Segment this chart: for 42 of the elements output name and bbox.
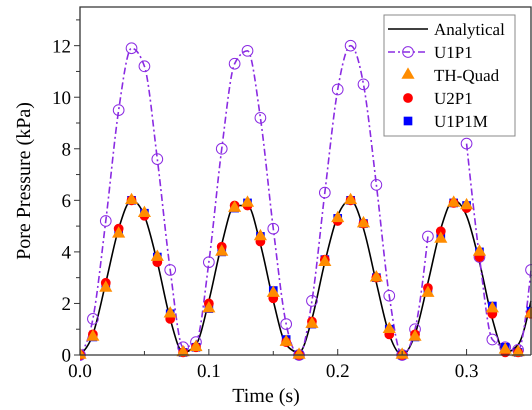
point bbox=[228, 58, 240, 70]
point bbox=[164, 264, 176, 276]
legend-label: Analytical bbox=[434, 20, 506, 39]
point bbox=[280, 318, 292, 330]
point bbox=[460, 138, 472, 150]
point bbox=[87, 313, 99, 325]
x-tick-label: 0.1 bbox=[196, 361, 221, 382]
point bbox=[216, 142, 228, 155]
legend-label: U1P1 bbox=[434, 42, 473, 62]
point bbox=[138, 60, 150, 72]
x-tick-label: 0.3 bbox=[454, 361, 478, 382]
legend-label: TH-Quad bbox=[434, 66, 500, 85]
point bbox=[383, 290, 396, 302]
point bbox=[318, 186, 331, 198]
y-tick-label: 10 bbox=[52, 88, 71, 109]
point bbox=[267, 222, 280, 235]
y-tick-label: 12 bbox=[52, 36, 71, 58]
point bbox=[306, 295, 318, 307]
y-tick-label: 2 bbox=[62, 294, 71, 316]
point bbox=[151, 153, 164, 165]
x-tick-label: 0.2 bbox=[326, 361, 350, 382]
y-tick-label: 0 bbox=[62, 346, 71, 367]
x-axis-title: Time (s) bbox=[232, 385, 300, 407]
x-tick-label: 0.0 bbox=[68, 361, 92, 382]
point bbox=[486, 334, 498, 346]
point bbox=[242, 44, 254, 57]
point bbox=[203, 256, 215, 268]
point bbox=[358, 78, 370, 90]
point bbox=[254, 112, 266, 124]
point bbox=[332, 84, 344, 96]
y-tick-label: 4 bbox=[62, 242, 72, 264]
legend-label: U1P1M bbox=[434, 112, 488, 131]
point bbox=[422, 230, 434, 242]
point bbox=[370, 179, 382, 191]
y-axis-title: Pore Pressure (kPa) bbox=[13, 102, 35, 260]
legend-label: U2P1 bbox=[434, 88, 473, 108]
point bbox=[126, 42, 138, 54]
point bbox=[344, 40, 356, 52]
point bbox=[100, 215, 112, 227]
y-tick-label: 6 bbox=[62, 190, 71, 212]
point bbox=[112, 104, 125, 116]
y-tick-label: 8 bbox=[62, 139, 71, 160]
